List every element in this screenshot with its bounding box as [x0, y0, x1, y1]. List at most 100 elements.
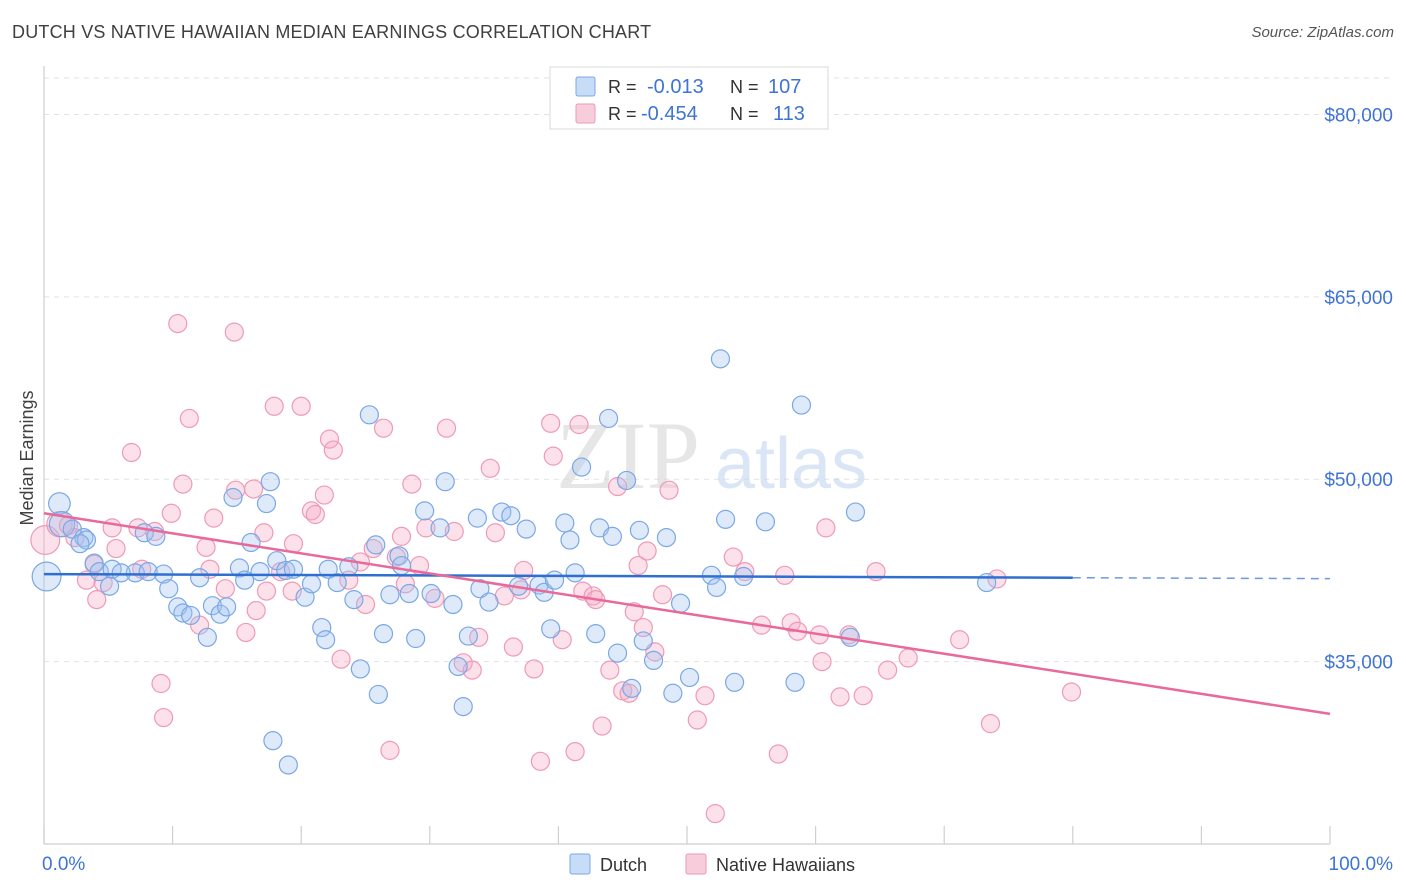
data-point-dutch [190, 568, 210, 588]
data-point-native-hawaiians [224, 322, 244, 342]
data-point-native-hawaiians [633, 617, 653, 638]
stats-r-value: -0.454 [641, 103, 698, 125]
data-point-native-hawaiians [244, 479, 264, 499]
data-point-dutch [670, 593, 691, 613]
data-point-native-hawaiians [830, 687, 850, 707]
data-point-native-hawaiians [469, 627, 489, 647]
y-tick-label: $65,000 [1324, 288, 1393, 309]
data-point-dutch [565, 563, 585, 583]
data-point-native-hawaiians [723, 547, 743, 567]
data-point-dutch [421, 583, 441, 604]
x-tick-label: 100.0% [1329, 854, 1394, 875]
legend-label-hawaiian: Native Hawaiians [716, 855, 855, 875]
data-point-native-hawaiians [812, 652, 832, 672]
data-point-native-hawaiians [87, 590, 107, 610]
data-point-dutch [366, 535, 386, 555]
trend-line-native-hawaiians [43, 512, 1331, 716]
watermark-atlas: atlas [715, 424, 867, 504]
data-point-dutch [197, 627, 217, 647]
data-point-dutch [318, 559, 338, 579]
data-point-native-hawaiians [878, 660, 898, 680]
data-point-dutch [344, 590, 364, 610]
data-point-native-hawaiians [236, 622, 256, 643]
data-point-dutch [643, 650, 664, 671]
data-point-native-hawaiians [637, 541, 657, 561]
data-point-native-hawaiians [314, 485, 334, 505]
data-point-dutch [250, 562, 270, 582]
data-point-native-hawaiians [102, 518, 122, 538]
data-point-native-hawaiians [380, 740, 400, 760]
data-point-dutch [724, 672, 745, 692]
data-point-native-hawaiians [121, 442, 142, 463]
data-point-native-hawaiians [524, 659, 544, 679]
data-point-dutch [399, 583, 419, 604]
data-point-dutch [312, 617, 332, 638]
data-point-native-hawaiians [291, 396, 311, 416]
legend-swatch-hawaiian [685, 853, 707, 875]
data-point-dutch [598, 408, 619, 429]
data-point-dutch [791, 395, 812, 415]
data-point-dutch [616, 470, 637, 491]
data-point-dutch [229, 558, 250, 578]
data-point-native-hawaiians [246, 600, 266, 621]
data-point-native-hawaiians [652, 585, 673, 605]
data-point-dutch [241, 532, 261, 553]
watermark: ZIP atlas [556, 402, 867, 509]
data-point-dutch [415, 501, 435, 521]
stats-n-label: N = [730, 104, 759, 124]
y-tick-label: $35,000 [1324, 653, 1393, 674]
data-point-native-hawaiians [569, 414, 589, 435]
data-point-dutch [544, 570, 565, 590]
data-point-native-hawaiians [565, 741, 585, 762]
data-point-dutch [159, 579, 179, 599]
data-point-native-hawaiians [462, 660, 482, 680]
data-point-native-hawaiians [331, 649, 351, 669]
data-point-native-hawaiians [319, 429, 340, 449]
data-point-native-hawaiians [480, 458, 500, 478]
data-point-native-hawaiians [768, 744, 788, 764]
stats-r-label: R = [608, 104, 637, 124]
data-point-native-hawaiians [444, 521, 464, 542]
data-point-native-hawaiians [256, 581, 277, 601]
data-point-native-hawaiians [628, 555, 648, 576]
data-point-dutch [256, 493, 277, 514]
data-point-native-hawaiians [305, 504, 325, 525]
y-tick-labels: $35,000 $50,000 $65,000 $80,000 [1324, 105, 1393, 673]
data-point-dutch [785, 672, 805, 692]
data-point-dutch [99, 576, 120, 596]
series-native-hawaiians [30, 314, 1082, 824]
data-point-dutch [217, 597, 237, 617]
y-axis-label: Median Earnings [17, 390, 37, 525]
data-point-dutch [368, 684, 388, 705]
data-point-dutch [173, 603, 193, 623]
stats-legend: R = -0.013 N = 107 R = -0.454 N = 113 [549, 66, 829, 130]
data-point-dutch [706, 577, 727, 598]
data-point-native-hawaiians [687, 710, 707, 730]
data-point-native-hawaiians [173, 474, 193, 494]
data-point-native-hawaiians [987, 569, 1007, 589]
data-point-native-hawaiians [402, 474, 422, 494]
data-point-dutch [48, 492, 71, 515]
data-point-dutch [278, 755, 298, 775]
data-point-native-hawaiians [373, 418, 394, 438]
data-point-dutch [448, 656, 468, 677]
data-point-dutch [373, 624, 394, 644]
data-point-dutch [76, 530, 97, 550]
y-tick-label: $80,000 [1324, 105, 1393, 126]
data-point-native-hawaiians [659, 480, 679, 500]
data-point-native-hawaiians [600, 660, 620, 680]
data-point-dutch [430, 518, 450, 538]
data-point-native-hawaiians [898, 648, 918, 668]
data-point-native-hawaiians [264, 396, 284, 416]
data-point-dutch [571, 457, 592, 477]
data-point-native-hawaiians [950, 630, 970, 650]
data-point-dutch [715, 509, 736, 529]
data-point-dutch [633, 631, 653, 651]
data-point-dutch [391, 555, 412, 576]
data-point-dutch [586, 624, 606, 644]
data-point-dutch [435, 472, 455, 492]
data-point-dutch [663, 683, 683, 703]
data-point-native-hawaiians [355, 594, 376, 615]
data-point-dutch [111, 563, 131, 583]
